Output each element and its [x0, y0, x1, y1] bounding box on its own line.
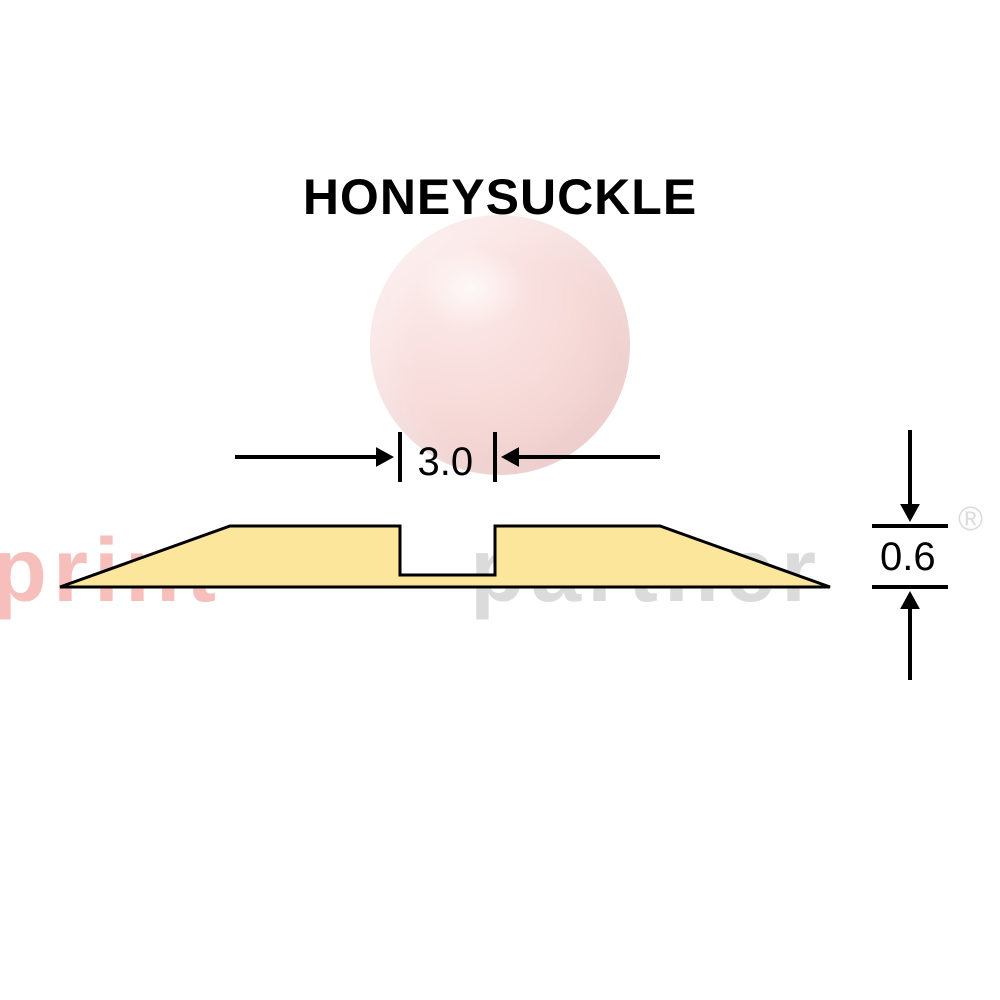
- diagram-stage: print partner ® HONEYSUCKLE 3.0 0.6: [0, 0, 1000, 1000]
- dimension-height-value: 0.6: [880, 535, 936, 580]
- profile-shape: [60, 526, 830, 587]
- diagram-svg: [0, 0, 1000, 1000]
- dimension-gap-value: 3.0: [418, 440, 474, 485]
